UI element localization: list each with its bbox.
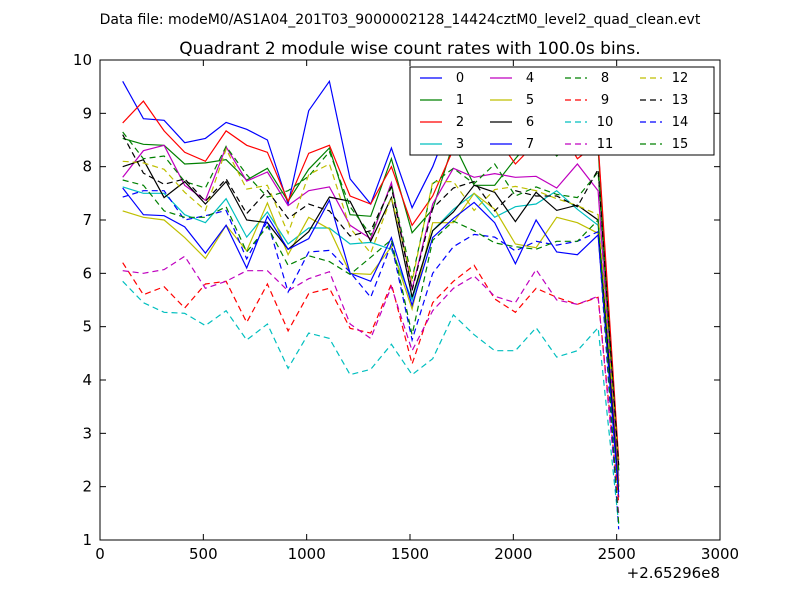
y-tick-label: 3 xyxy=(82,424,92,442)
y-tick-label: 10 xyxy=(73,51,92,69)
legend-label-10: 10 xyxy=(597,115,614,130)
x-tick-label: 2500 xyxy=(598,545,636,563)
y-tick-label: 5 xyxy=(82,318,92,336)
y-tick-label: 7 xyxy=(82,211,92,229)
legend-box xyxy=(409,66,715,156)
legend-label-8: 8 xyxy=(601,71,609,86)
legend-label-3: 3 xyxy=(456,137,464,152)
chart-title: Quadrant 2 module wise count rates with … xyxy=(179,39,640,59)
y-tick-label: 6 xyxy=(82,264,92,282)
series-line-7 xyxy=(122,187,620,498)
series-line-14 xyxy=(122,190,620,530)
series-line-8 xyxy=(122,131,620,471)
legend-label-2: 2 xyxy=(456,115,464,130)
series-line-13 xyxy=(122,134,620,466)
x-tick-label: 1000 xyxy=(288,545,326,563)
y-tick-label: 9 xyxy=(82,104,92,122)
series-line-9 xyxy=(122,262,620,503)
series-line-11 xyxy=(122,255,620,514)
legend-label-5: 5 xyxy=(526,93,534,108)
series-line-4 xyxy=(122,144,620,482)
legend-label-0: 0 xyxy=(456,71,464,86)
y-tick-label: 8 xyxy=(82,158,92,176)
legend-label-4: 4 xyxy=(526,71,534,86)
y-tick-label: 2 xyxy=(82,478,92,496)
x-tick-label: 2000 xyxy=(494,545,532,563)
y-tick-label: 1 xyxy=(82,531,92,549)
series-line-15 xyxy=(122,179,620,525)
x-offset-label: +2.65296e8 xyxy=(627,564,720,582)
datafile-caption: Data file: modeM0/AS1A04_201T03_90000021… xyxy=(100,12,701,28)
series-line-5 xyxy=(122,192,620,487)
x-tick-label: 500 xyxy=(189,545,218,563)
x-tick-label: 0 xyxy=(95,545,105,563)
legend-label-9: 9 xyxy=(601,93,609,108)
series-layer xyxy=(122,79,620,530)
series-line-6 xyxy=(122,158,620,493)
y-tick-label: 4 xyxy=(82,371,92,389)
legend-label-12: 12 xyxy=(672,71,689,86)
x-tick-label: 1500 xyxy=(391,545,429,563)
legend-label-13: 13 xyxy=(672,93,689,108)
legend-label-1: 1 xyxy=(456,93,464,108)
legend-label-14: 14 xyxy=(672,115,689,130)
legend-label-7: 7 xyxy=(526,137,534,152)
legend-label-11: 11 xyxy=(597,137,614,152)
x-tick-label: 3000 xyxy=(701,545,739,563)
legend-label-15: 15 xyxy=(672,137,689,152)
series-line-12 xyxy=(122,147,620,466)
legend-label-6: 6 xyxy=(526,115,534,130)
